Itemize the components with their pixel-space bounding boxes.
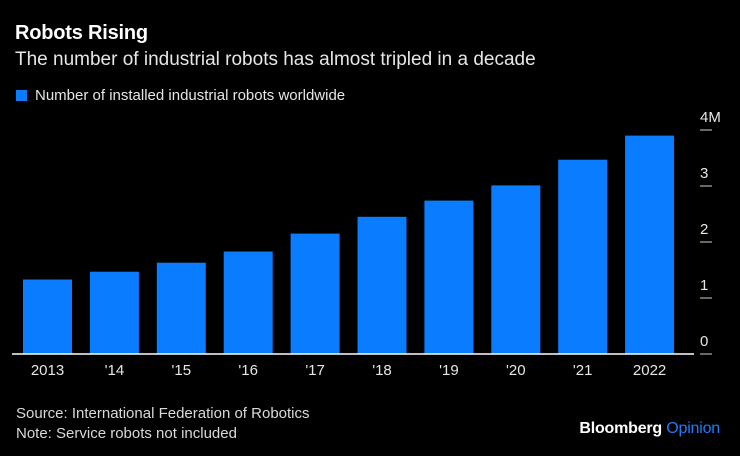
bar-16	[223, 251, 273, 354]
chart-subtitle: The number of industrial robots has almo…	[15, 49, 536, 70]
y-tick-label: 4M	[700, 109, 721, 126]
y-tick-label: 3	[700, 165, 708, 182]
bar-21	[558, 159, 608, 354]
y-tick-label: 2	[700, 221, 708, 238]
x-tick-label: '16	[238, 362, 258, 379]
y-tick-label: 1	[700, 277, 708, 294]
brand-name: Bloomberg	[579, 420, 662, 437]
bar-2022	[625, 135, 675, 354]
x-tick-label: 2013	[31, 362, 64, 379]
legend: Number of installed industrial robots wo…	[16, 87, 345, 104]
x-tick-label: '20	[506, 362, 526, 379]
bar-15	[156, 262, 206, 354]
brand-logo: Bloomberg Opinion	[579, 420, 720, 438]
x-tick-label: '18	[372, 362, 392, 379]
bar-2013	[23, 279, 72, 354]
legend-swatch	[16, 90, 27, 101]
bar-17	[290, 233, 340, 354]
footer: Source: International Federation of Robo…	[16, 404, 310, 444]
source-note: Source: International Federation of Robo…	[16, 405, 310, 422]
x-tick-label: '19	[439, 362, 459, 379]
brand-accent: Opinion	[666, 420, 720, 437]
x-tick-label: 2022	[633, 362, 666, 379]
footnote: Note: Service robots not included	[16, 425, 237, 442]
bar-14	[89, 271, 139, 354]
x-tick-label: '21	[573, 362, 593, 379]
legend-label: Number of installed industrial robots wo…	[35, 87, 346, 104]
bar-18	[357, 216, 407, 354]
chart-title: Robots Rising	[15, 22, 148, 44]
x-tick-label: '14	[105, 362, 125, 379]
y-tick-label: 0	[700, 333, 708, 350]
bar-19	[424, 200, 474, 354]
x-tick-label: '15	[172, 362, 192, 379]
bar-20	[491, 185, 541, 354]
x-tick-label: '17	[305, 362, 325, 379]
